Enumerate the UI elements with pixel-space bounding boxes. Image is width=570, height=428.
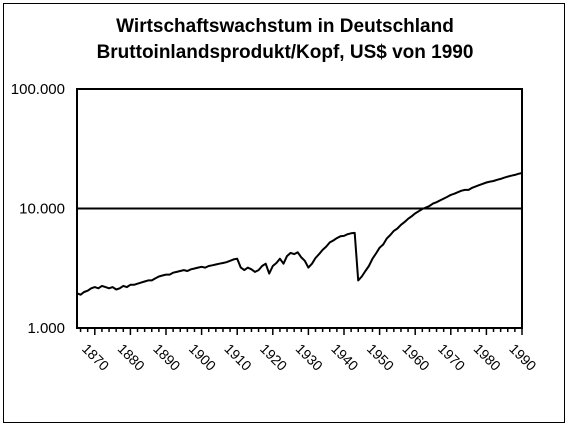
y-tick-label: 100.000: [11, 81, 65, 98]
x-tick-label: 1930: [293, 340, 326, 373]
x-tick-label: 1940: [328, 340, 361, 373]
x-tick-label: 1890: [150, 340, 183, 373]
x-tick-label: 1920: [257, 340, 290, 373]
series-layer: [76, 172, 523, 296]
x-tick-label: 1950: [364, 340, 397, 373]
y-axis-ticks: 1.000 10.000 100.000: [11, 81, 65, 337]
chart-title-line-1: Wirtschaftswachstum in Deutschland: [116, 16, 454, 37]
x-tick-label: 1880: [115, 340, 148, 373]
series-line: [76, 172, 523, 296]
y-tick-label: 10.000: [19, 201, 65, 218]
y-tick-label: 1.000: [27, 320, 65, 337]
chart-title: Wirtschaftswachstum in Deutschland Brutt…: [0, 14, 570, 66]
chart-title-line-2: Bruttoinlandsprodukt/Kopf, US$ von 1990: [96, 42, 474, 63]
x-tick-label: 1980: [471, 340, 504, 373]
x-tick-label: 1870: [79, 340, 112, 373]
x-tick-label: 1910: [221, 340, 254, 373]
x-tick-label: 1960: [399, 340, 432, 373]
x-tick-label: 1990: [506, 340, 539, 373]
gridlines: [77, 88, 522, 210]
x-tick-label: 1970: [435, 340, 468, 373]
x-axis-ticks: 1870 1880 1890 1900 1910 1920 1930 1940 1950 1960…: [79, 328, 540, 374]
x-tick-label: 1900: [186, 340, 219, 373]
